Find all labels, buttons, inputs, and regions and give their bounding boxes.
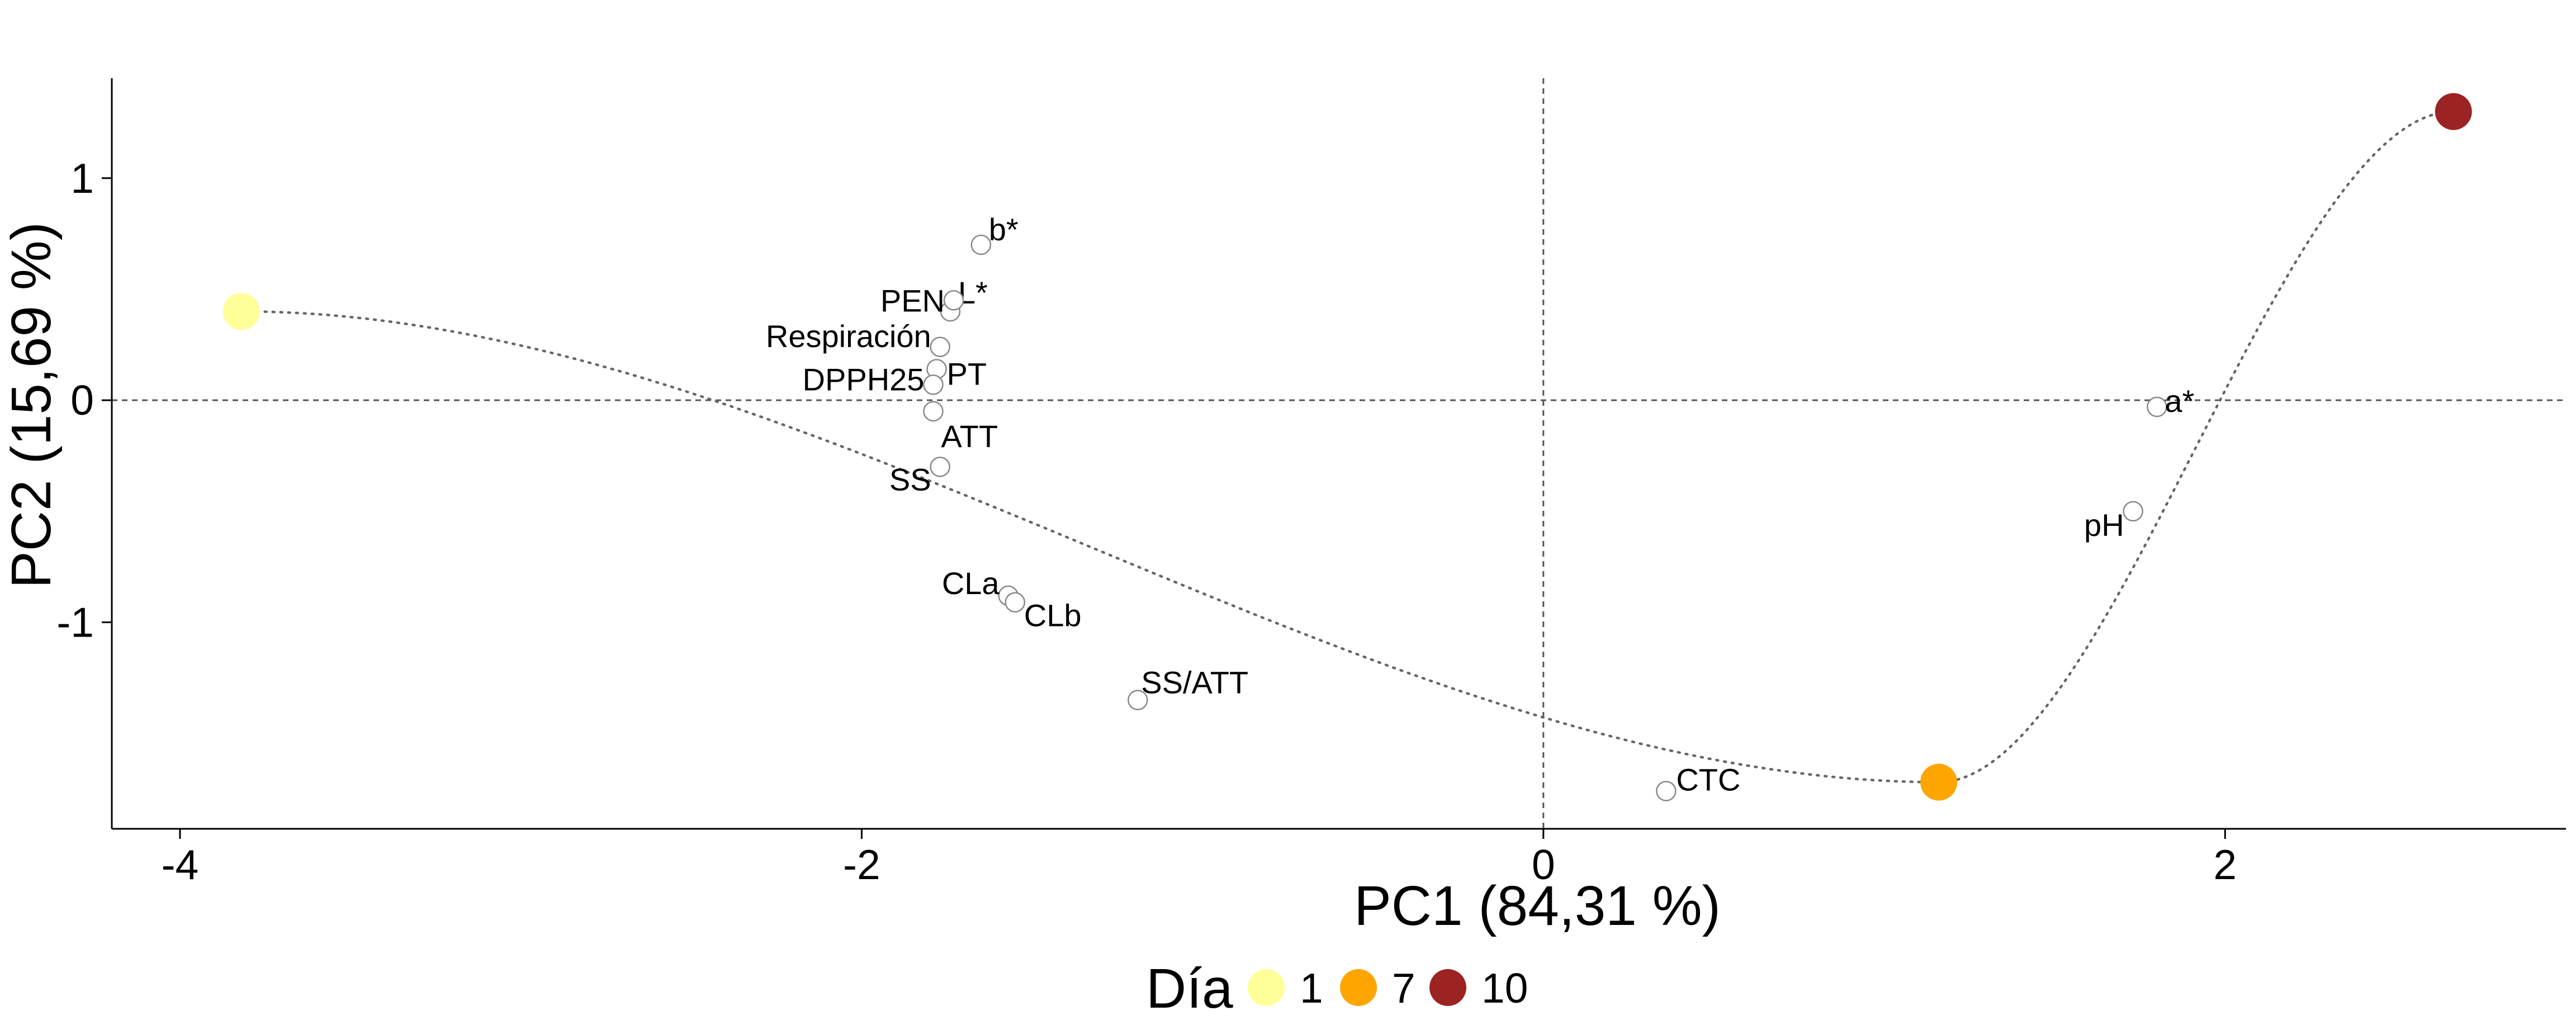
variable-point (1005, 592, 1026, 613)
legend-key (1429, 969, 1466, 1006)
variable-label: PT (947, 357, 987, 392)
variable-label: pH (2084, 507, 2124, 543)
variable-label: ATT (941, 419, 998, 454)
variable-label: PEN (880, 283, 945, 318)
day-points (222, 93, 2472, 801)
y-tick-label: -1 (56, 599, 94, 645)
legend-label: 10 (1481, 965, 1528, 1012)
trajectory-path (240, 110, 2455, 784)
x-tick-label: -4 (162, 841, 199, 888)
x-tick-label: 2 (2213, 841, 2237, 888)
y-tick-label: 0 (70, 377, 94, 424)
legend-key (1340, 969, 1377, 1006)
variable-label: CLa (942, 566, 1000, 601)
legend-key (1248, 969, 1285, 1006)
variable-label: CTC (1676, 762, 1740, 797)
legend: Día 1 7 10 (1146, 957, 1528, 1020)
variable-label: a* (2165, 383, 2194, 419)
day-point (222, 293, 260, 330)
day-trajectory (240, 110, 2455, 784)
variable-label: Respiración (766, 319, 931, 354)
axes: -4 -2 0 2 1 0 -1 (56, 78, 2566, 888)
variable-point (2123, 501, 2143, 522)
variable-point (930, 457, 950, 477)
variable-label: b* (989, 212, 1019, 247)
variable-point (923, 401, 944, 422)
variable-point (970, 234, 992, 255)
variable-point (923, 374, 944, 395)
variable-label: DPPH25 (803, 362, 925, 397)
y-axis-title: PC2 (15,69 %) (0, 222, 63, 588)
x-axis-title: PC1 (84,31 %) (1354, 875, 1721, 937)
x-tick-label: -2 (843, 841, 880, 888)
variable-label: SS (889, 462, 931, 497)
variable-point (1128, 690, 1148, 710)
x-tick-label: 0 (1532, 841, 1555, 888)
legend-label: 1 (1300, 965, 1323, 1012)
variable-label: L* (958, 275, 988, 310)
variable-point (2147, 396, 2167, 417)
variable-point (930, 336, 950, 358)
day-point (1920, 763, 1958, 801)
legend-title: Día (1146, 957, 1233, 1020)
y-tick-label: 1 (70, 155, 94, 202)
variable-point (943, 290, 964, 311)
day-point (2435, 93, 2472, 130)
variable-label: SS/ATT (1141, 665, 1248, 700)
variable-label: CLb (1024, 598, 1082, 633)
legend-label: 7 (1392, 965, 1415, 1012)
variable-point (1656, 781, 1677, 801)
